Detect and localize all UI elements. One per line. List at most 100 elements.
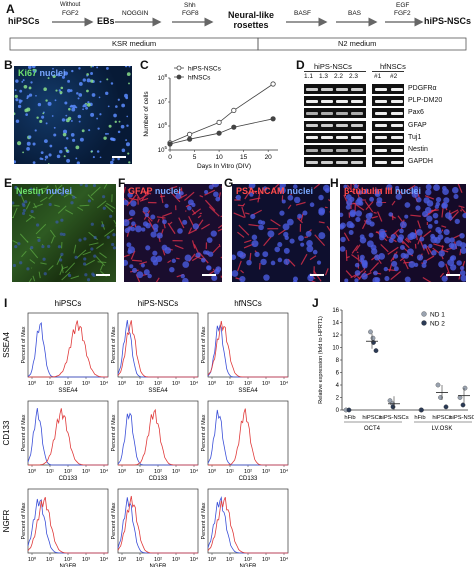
gel-band [321, 111, 333, 115]
flow-ylabel: Percent of Max [201, 414, 207, 451]
c-xlabel: Days In Vitro (DIV) [197, 163, 251, 170]
qpcr-expression-chart: 0 2 4 6 8 10 12 14 16 Relative expression (fold t… [318, 308, 474, 432]
flow-xtick: 10¹ [136, 381, 144, 387]
flow-xlabel: NGFR [240, 564, 258, 567]
gel-band [306, 87, 318, 91]
n2-medium-label: N2 medium [338, 39, 377, 48]
flow-histogram-ssea4-2: 10⁰ 10¹ 10² 10³ 10⁴ SSEA4 Percent of Max [201, 312, 289, 394]
gel-band [306, 160, 318, 164]
gel-band [336, 111, 348, 115]
stage-hips-nscs: hiPS-NSCs [424, 16, 472, 26]
flow-xtick: 10⁰ [208, 468, 217, 475]
gel-row-box [304, 84, 366, 94]
c-legend-label: hiPS-NSCs [188, 66, 222, 73]
gel-gene-label: PDGFRα [408, 85, 437, 92]
gel-row-box [372, 84, 404, 94]
c-point [231, 107, 237, 114]
gel-lane-label: #2 [390, 73, 398, 80]
c-ytick: 108 [158, 73, 168, 82]
j-legend-marker [421, 311, 427, 317]
arrow-6-top: EGF [396, 2, 410, 9]
flow-ylabel: Percent of Max [201, 326, 207, 363]
flow-xtick: 10¹ [46, 469, 54, 475]
flow-xtick: 10² [154, 557, 162, 563]
flow-xtick: 10⁰ [28, 556, 37, 563]
gel-row-box [304, 145, 366, 155]
tubulin-texture [340, 184, 466, 282]
gel-band [321, 99, 333, 103]
ki67-marker-label: Ki67 [18, 68, 38, 78]
flow-xtick: 10² [64, 469, 72, 475]
flow-xtick: 10⁴ [100, 380, 109, 387]
flow-xtick: 10⁰ [118, 556, 127, 563]
flow-xlabel: NGFR [150, 564, 168, 567]
j-ytick: 16 [332, 308, 339, 314]
gfap-marker-label: GFAP [128, 186, 153, 196]
j-group-label: LV.OSK [432, 426, 453, 432]
panel-a-label: A [6, 2, 15, 16]
psa-overlay: PSA-NCAM nuclei [236, 186, 313, 196]
flow-column-title: hiPSCs [55, 299, 82, 308]
gel-band [391, 136, 403, 140]
panel-h-label: H [330, 176, 339, 190]
j-point [443, 404, 449, 410]
j-point [373, 348, 379, 353]
gel-band [336, 87, 348, 91]
flow-column-title: hiPS-NSCs [138, 299, 178, 308]
tubulin-overlay: β-tubulin III nuclei [344, 186, 421, 196]
c-xtick: 5 [193, 154, 197, 161]
c-point [270, 81, 276, 87]
n2-medium-box [257, 37, 467, 51]
gel-band [351, 99, 363, 103]
stage-ebs: EBs [97, 16, 115, 26]
gel-band [375, 148, 387, 152]
gel-band [306, 148, 318, 152]
panel-j-label: J [312, 296, 319, 310]
gel-gene-label: GFAP [408, 121, 427, 129]
flow-xtick: 10¹ [226, 381, 234, 387]
psa-nuclei-label: nuclei [287, 186, 314, 196]
gel-row-box [304, 108, 366, 119]
flow-xtick: 10² [154, 381, 162, 387]
flow-xtick: 10³ [262, 469, 270, 475]
growth-curve-chart: 0 5 10 15 20 105 106 107 108 Days In Vitro (DIV) N… [143, 66, 278, 170]
j-point [419, 407, 424, 413]
scale-bar [96, 274, 110, 276]
gel-lane-label: #1 [374, 73, 382, 80]
panel-b-label: B [4, 58, 13, 72]
arrow-1-mid: FGF2 [62, 10, 79, 17]
gel-band [375, 111, 387, 115]
flow-xtick: 10⁴ [280, 380, 289, 387]
nestin-overlay: Nestin nuclei [16, 186, 72, 196]
flow-xtick: 10¹ [226, 469, 234, 475]
flow-xlabel: CD133 [239, 476, 258, 482]
flow-xtick: 10⁰ [208, 380, 217, 387]
flow-row-title: SSEA4 [2, 332, 11, 358]
ki67-micrograph: Ki67 nuclei [14, 66, 132, 164]
flow-xlabel: SSEA4 [238, 388, 258, 394]
j-category-label: hiPSCs [432, 415, 451, 421]
j-ytick: 8 [336, 358, 340, 364]
flow-histogram-ssea4-0: 10⁰ 10¹ 10² 10³ 10⁴ SSEA4 Percent of Max [21, 312, 109, 394]
flow-xtick: 10² [64, 381, 72, 387]
flow-histogram-cd133-2: 10⁰ 10¹ 10² 10³ 10⁴ CD133 Percent of Max [201, 400, 289, 482]
j-category-label: hFib [344, 415, 355, 421]
flow-xtick: 10² [244, 557, 252, 563]
panel-c-label: C [140, 58, 149, 72]
c-point [231, 124, 237, 130]
j-legend-label: ND 1 [430, 312, 445, 319]
flow-xtick: 10⁴ [190, 468, 199, 475]
j-point [438, 395, 443, 400]
j-ytick: 4 [336, 383, 340, 389]
j-legend-marker [421, 320, 427, 326]
c-xtick: 10 [215, 154, 223, 161]
gel-band [351, 124, 363, 128]
flow-xtick: 10¹ [46, 557, 54, 563]
gel-band [336, 99, 348, 103]
gel-band [336, 160, 348, 164]
tubulin-marker-label: β-tubulin III [344, 186, 393, 196]
c-ylabel: Number of cells [143, 91, 150, 137]
flow-xtick: 10² [244, 469, 252, 475]
flow-xtick: 10⁰ [28, 380, 37, 387]
j-point [435, 382, 441, 388]
